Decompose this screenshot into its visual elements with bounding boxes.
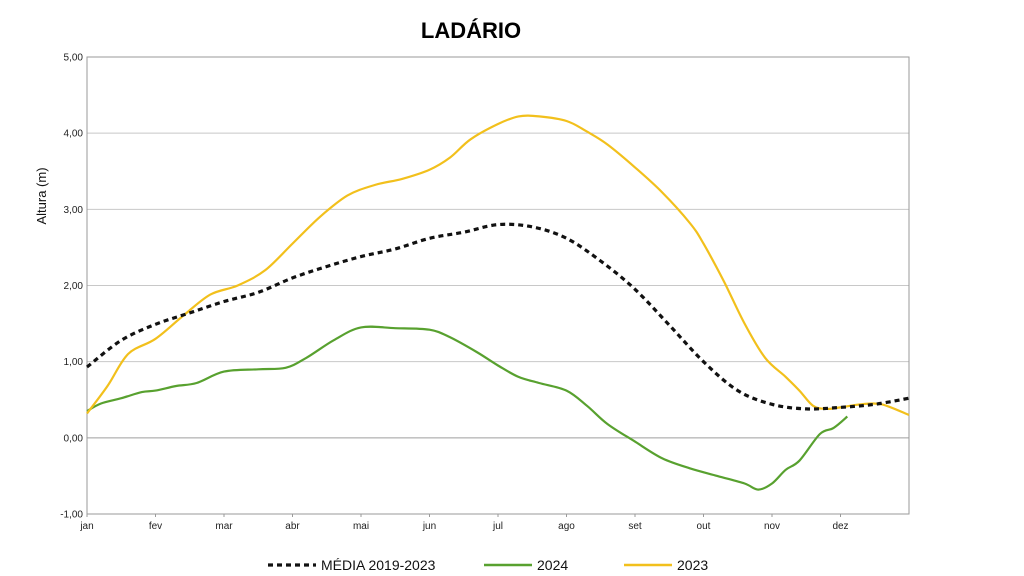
gridlines bbox=[87, 56, 909, 515]
series-line-2023 bbox=[86, 114, 910, 417]
x-tick-label: dez bbox=[832, 521, 848, 532]
x-tick-label: set bbox=[628, 521, 642, 532]
x-tick-label: jun bbox=[422, 521, 436, 532]
series-line-media bbox=[86, 222, 910, 411]
y-tick-label: 3,00 bbox=[64, 205, 84, 216]
series-lines bbox=[86, 114, 910, 491]
y-tick-label: -1,00 bbox=[60, 510, 83, 521]
x-tick-label: nov bbox=[764, 521, 780, 532]
chart-title: LADÁRIO bbox=[421, 18, 521, 43]
legend-label: 2024 bbox=[537, 557, 568, 573]
y-tick-label: 2,00 bbox=[64, 281, 84, 292]
x-tick-label: out bbox=[697, 521, 711, 532]
y-tick-label: 1,00 bbox=[64, 357, 84, 368]
x-tick-label: fev bbox=[149, 521, 162, 532]
y-tick-label: 5,00 bbox=[64, 53, 84, 64]
y-tick-labels: -1,00 0,00 1,00 2,00 3,00 4,00 5,00 bbox=[60, 53, 83, 521]
legend: MÉDIA 2019-2023 2024 2023 bbox=[268, 557, 708, 573]
x-tick-labels: jan fev mar abr mai jun jul ago set out nov dez bbox=[79, 514, 849, 532]
legend-label: 2023 bbox=[677, 557, 708, 573]
x-tick-label: jul bbox=[492, 521, 503, 532]
x-tick-label: mai bbox=[353, 521, 369, 532]
series-line-2024 bbox=[86, 325, 849, 491]
x-tick-label: jan bbox=[79, 521, 93, 532]
x-tick-label: abr bbox=[285, 521, 300, 532]
x-tick-label: ago bbox=[558, 521, 575, 532]
y-axis-label: Altura (m) bbox=[34, 167, 49, 224]
y-tick-label: 0,00 bbox=[64, 433, 84, 444]
x-tick-label: mar bbox=[215, 521, 233, 532]
y-tick-label: 4,00 bbox=[64, 129, 84, 140]
legend-label: MÉDIA 2019-2023 bbox=[321, 557, 436, 573]
